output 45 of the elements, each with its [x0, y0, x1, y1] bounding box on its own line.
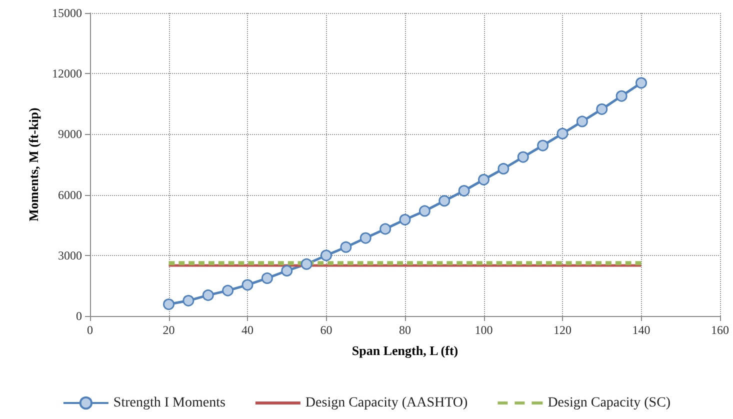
y-tick-label: 6000 [58, 188, 82, 202]
x-tick-label: 0 [87, 323, 93, 337]
point [320, 250, 332, 262]
point [182, 294, 194, 306]
x-tick-label: 80 [399, 323, 411, 337]
legend-label: Design Capacity (SC) [548, 396, 671, 410]
y-axis-title: Moments, M (ft-kip) [26, 108, 41, 222]
x-tick-label: 120 [554, 323, 572, 337]
point [418, 205, 430, 217]
point [438, 195, 450, 207]
point [636, 77, 647, 89]
point [163, 298, 174, 310]
x-tick-label: 60 [320, 323, 332, 337]
point [222, 284, 234, 296]
point [261, 272, 273, 284]
point [458, 185, 470, 197]
x-tick-label: 140 [632, 323, 650, 337]
point [300, 258, 312, 270]
y-tick-label: 0 [76, 309, 82, 323]
point [478, 174, 490, 186]
point [517, 151, 529, 163]
point [616, 90, 628, 102]
y-tick-label: 12000 [52, 66, 82, 81]
point [596, 103, 608, 115]
x-tick-label: 160 [711, 323, 729, 337]
point [340, 241, 352, 253]
x-tick-label: 40 [242, 323, 254, 337]
y-tick-label: 3000 [58, 248, 82, 262]
point [281, 265, 293, 276]
point [576, 116, 588, 128]
point [556, 128, 568, 140]
point [537, 140, 549, 152]
x-tick-label: 20 [162, 323, 175, 337]
point [399, 214, 411, 226]
point [380, 223, 392, 235]
x-tick-label: 100 [474, 323, 493, 337]
point [498, 162, 510, 174]
point [202, 289, 214, 301]
legend-label: Design Capacity (AASHTO) [305, 396, 468, 410]
point [360, 232, 372, 244]
point [242, 279, 254, 291]
x-axis-title: Span Length, L (ft) [352, 343, 458, 358]
y-tick-label: 15000 [52, 6, 82, 20]
y-tick-label: 9000 [58, 127, 82, 142]
legend-label: Strength I Moments [113, 396, 226, 410]
